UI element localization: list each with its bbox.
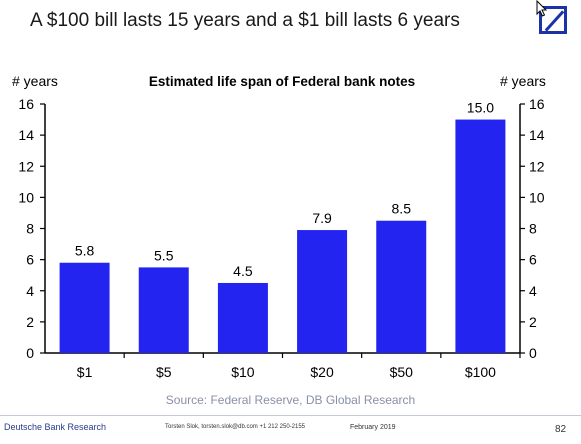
x-tick-label: $1 xyxy=(77,364,93,380)
y-tick-label-left: 14 xyxy=(18,127,34,143)
y-tick-label-right: 16 xyxy=(529,96,545,112)
x-tick-label: $50 xyxy=(390,364,414,380)
y-tick-label-left: 2 xyxy=(26,314,34,330)
x-tick-label: $20 xyxy=(310,364,334,380)
bar-value-label: 4.5 xyxy=(233,263,253,279)
slide-title: A $100 bill lasts 15 years and a $1 bill… xyxy=(30,10,460,31)
y-tick-label-left: 0 xyxy=(26,345,34,361)
chart-axes: 0 0 2 2 4 4 6 6 8 8 10 10 12 12 14 14 16 16 xyxy=(18,96,544,361)
bar-chart: Estimated life span of Federal bank note… xyxy=(12,73,546,380)
deutsche-bank-logo-icon xyxy=(539,6,567,34)
y-axis-label-right: # years xyxy=(500,73,546,89)
x-tick-label: $5 xyxy=(156,364,172,380)
bar xyxy=(217,282,268,353)
footer-divider xyxy=(0,415,581,416)
y-tick-label-left: 12 xyxy=(18,158,34,174)
y-tick-label-right: 14 xyxy=(529,127,545,143)
y-tick-label-right: 2 xyxy=(529,314,537,330)
y-tick-label-right: 10 xyxy=(529,189,545,205)
y-tick-label-right: 12 xyxy=(529,158,545,174)
y-tick-label-left: 8 xyxy=(26,221,34,237)
y-tick-label-left: 4 xyxy=(26,283,34,299)
page-number: 82 xyxy=(555,424,567,435)
bar xyxy=(455,119,506,353)
y-tick-label-left: 16 xyxy=(18,96,34,112)
y-tick-label-right: 0 xyxy=(529,345,537,361)
bar xyxy=(59,262,110,353)
bar-value-label: 5.8 xyxy=(75,243,95,259)
footer-date: February 2019 xyxy=(350,424,396,431)
y-tick-label-left: 10 xyxy=(18,189,34,205)
bar xyxy=(138,267,189,353)
y-tick-label-right: 6 xyxy=(529,252,537,268)
y-tick-label-right: 4 xyxy=(529,283,537,299)
x-tick-label: $10 xyxy=(231,364,255,380)
chart-bars: 5.8 $1 5.5 $5 4.5 $10 7.9 $20 8.5 $50 15.0 $100 xyxy=(59,100,506,380)
bar xyxy=(297,230,348,353)
chart-title: Estimated life span of Federal bank note… xyxy=(149,74,415,89)
y-tick-label-left: 6 xyxy=(26,252,34,268)
bar-value-label: 7.9 xyxy=(312,210,332,226)
bar-value-label: 15.0 xyxy=(467,100,494,116)
footer-brand: Deutsche Bank Research xyxy=(4,422,107,432)
y-tick-label-right: 8 xyxy=(529,221,537,237)
footer-author: Torsten Slok, torsten.slok@db.com +1 212… xyxy=(165,424,306,430)
bar-value-label: 5.5 xyxy=(154,247,174,263)
bar xyxy=(376,220,427,353)
bar-value-label: 8.5 xyxy=(392,201,412,217)
source-note: Source: Federal Reserve, DB Global Resea… xyxy=(165,393,416,407)
x-tick-label: $100 xyxy=(465,364,496,380)
mouse-cursor-icon xyxy=(536,0,548,17)
y-axis-label-left: # years xyxy=(12,73,58,89)
